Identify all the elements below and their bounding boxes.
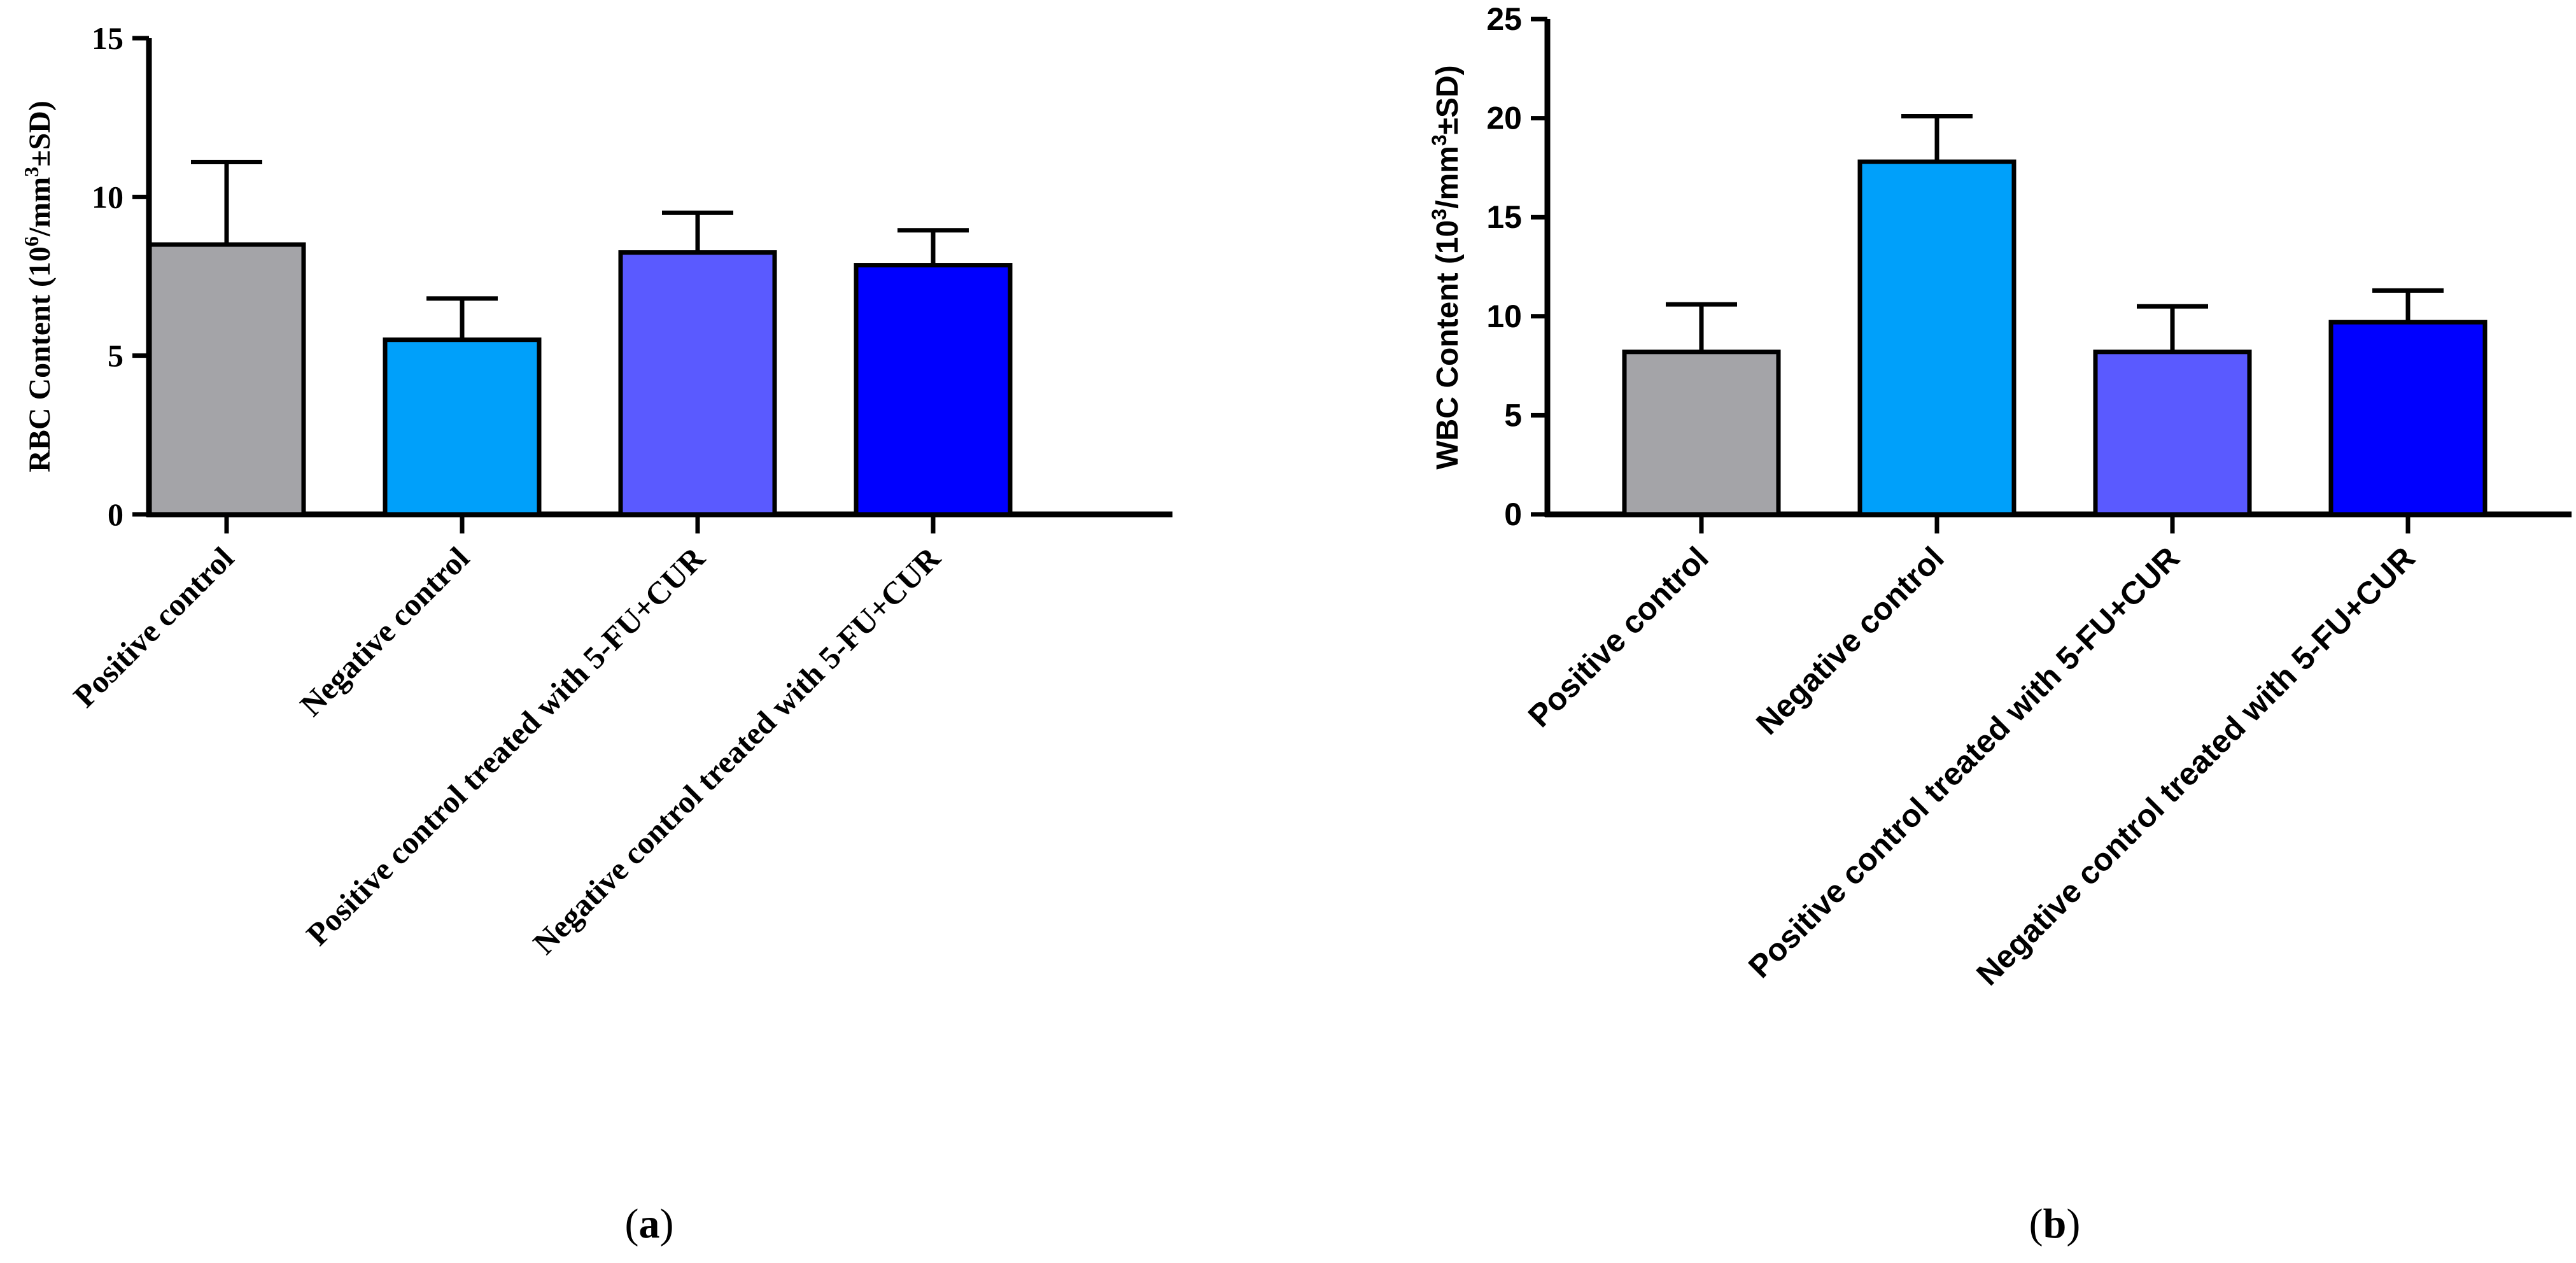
panel-a-bar bbox=[147, 242, 306, 517]
panel-a-y-tick-label: 5 bbox=[108, 338, 123, 374]
panel-b-y-axis-label: WBC Content (103/mm3±SD) bbox=[1428, 65, 1465, 469]
panel-a-category-label: Negative control bbox=[293, 540, 475, 723]
panel-b-y-tick-label: 0 bbox=[1504, 497, 1522, 532]
panel-a-caption: (a) bbox=[625, 1201, 674, 1247]
panel-b-category-label: Negative control bbox=[1749, 540, 1951, 742]
panel-b-bar bbox=[1857, 159, 2016, 517]
panel-b-bar bbox=[2328, 320, 2488, 517]
panel-b-category-label: Positive control bbox=[1521, 540, 1715, 734]
panel-a-chart: RBC Content (106/mm3±SD) (a) 0 5 10 15 Posit… bbox=[20, 20, 1172, 1247]
panel-b-bar bbox=[1622, 349, 1781, 517]
panel-a-y-tick-label: 0 bbox=[108, 497, 123, 532]
panel-a-bar bbox=[618, 250, 777, 517]
panel-b-bar bbox=[2093, 349, 2252, 517]
panel-b-y-tick-label: 20 bbox=[1486, 101, 1522, 136]
panel-a-bar bbox=[383, 337, 542, 517]
panel-a-bar bbox=[854, 263, 1013, 517]
panel-a-y-axis-label: RBC Content (106/mm3±SD) bbox=[20, 101, 57, 472]
panel-b-chart: WBC Content (103/mm3±SD) (b) 0 5 10 15 20 25 P… bbox=[1428, 1, 2572, 1247]
panel-b-y-tick-label: 25 bbox=[1486, 1, 1522, 37]
panel-b-y-tick-label: 10 bbox=[1486, 299, 1522, 334]
panel-b-caption: (b) bbox=[2029, 1201, 2081, 1247]
panel-a-y-tick-label: 15 bbox=[92, 20, 123, 56]
panel-b-y-tick-label: 5 bbox=[1504, 397, 1522, 433]
panel-b-category-label: Negative control treated with 5-FU+CUR bbox=[1969, 540, 2421, 992]
panel-a-y-tick-label: 10 bbox=[92, 179, 123, 215]
panel-b-category-label: Positive control treated with 5-FU+CUR bbox=[1742, 540, 2186, 985]
panel-a-category-label: Negative control treated with 5-FU+CUR bbox=[526, 540, 947, 961]
panel-a-category-label: Positive control treated with 5-FU+CUR bbox=[299, 540, 712, 952]
panel-a-category-label: Positive control bbox=[66, 540, 241, 714]
panel-b-y-tick-label: 15 bbox=[1486, 199, 1522, 235]
